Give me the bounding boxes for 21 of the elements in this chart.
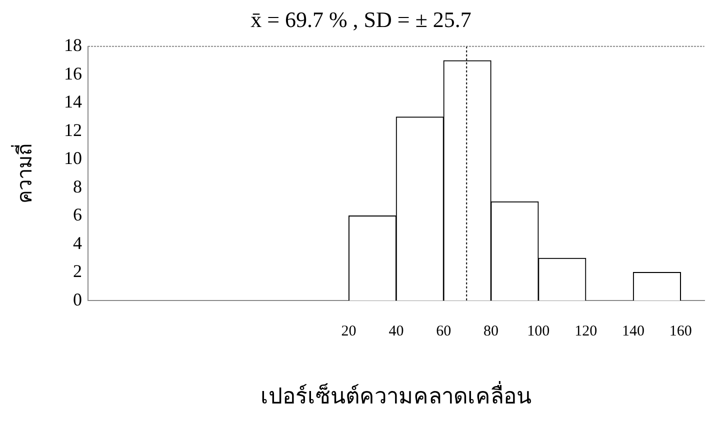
x-tick-label: 80 [484,324,499,340]
chart-title: x̄ = 69.7 % , SD = ± 25.7 [250,6,472,32]
x-tick-label: 20 [341,324,356,340]
y-tick-label: 12 [64,120,82,140]
y-tick-label: 0 [73,289,82,310]
x-tick-label: 60 [436,324,452,340]
y-tick-label: 2 [73,261,82,282]
y-axis-title: ความถี่ [10,144,36,204]
y-tick-label: 10 [64,148,82,168]
y-tick-label: 16 [64,63,82,84]
y-tick-label: 8 [73,176,82,196]
x-tick-label: 160 [669,324,692,340]
y-tick-label: 18 [64,35,82,56]
x-tick-label: 140 [622,324,645,340]
x-tick-label: 40 [388,324,404,340]
x-tick-label: 100 [527,324,550,340]
x-axis-title: เปอร์เซ็นต์ความคลาดเคลื่อน [260,380,532,409]
y-tick-label: 6 [73,204,82,225]
x-tick-label: 120 [574,324,598,340]
y-tick-label: 14 [64,92,82,112]
y-tick-label: 4 [73,232,82,253]
